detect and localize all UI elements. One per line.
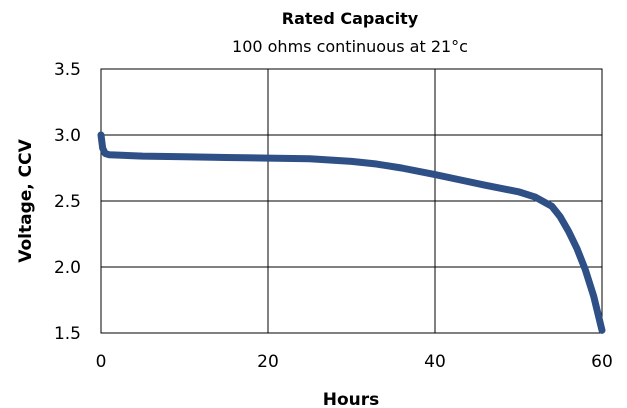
x-tick-label: 0 — [96, 352, 107, 372]
y-tick-label: 3.0 — [54, 126, 81, 146]
x-tick-label: 60 — [591, 352, 613, 372]
chart-title: Rated Capacity — [282, 9, 419, 28]
y-tick-label: 3.5 — [54, 60, 81, 80]
x-tick-label: 40 — [424, 352, 446, 372]
y-tick-label: 2.0 — [54, 258, 81, 278]
y-axis-label: Voltage, CCV — [16, 138, 36, 262]
x-axis-label: Hours — [323, 390, 380, 408]
plot-area — [100, 68, 603, 334]
x-tick-label: 20 — [257, 352, 279, 372]
y-tick-label: 1.5 — [54, 324, 81, 344]
x-tick-labels: 0 20 40 60 — [96, 352, 613, 372]
y-tick-label: 2.5 — [54, 192, 81, 212]
voltage-curve — [97, 131, 606, 334]
chart-subtitle: 100 ohms continuous at 21°c — [232, 37, 468, 56]
y-tick-labels: 1.5 2.0 2.5 3.0 3.5 — [54, 60, 81, 344]
grid-lines — [100, 68, 603, 334]
